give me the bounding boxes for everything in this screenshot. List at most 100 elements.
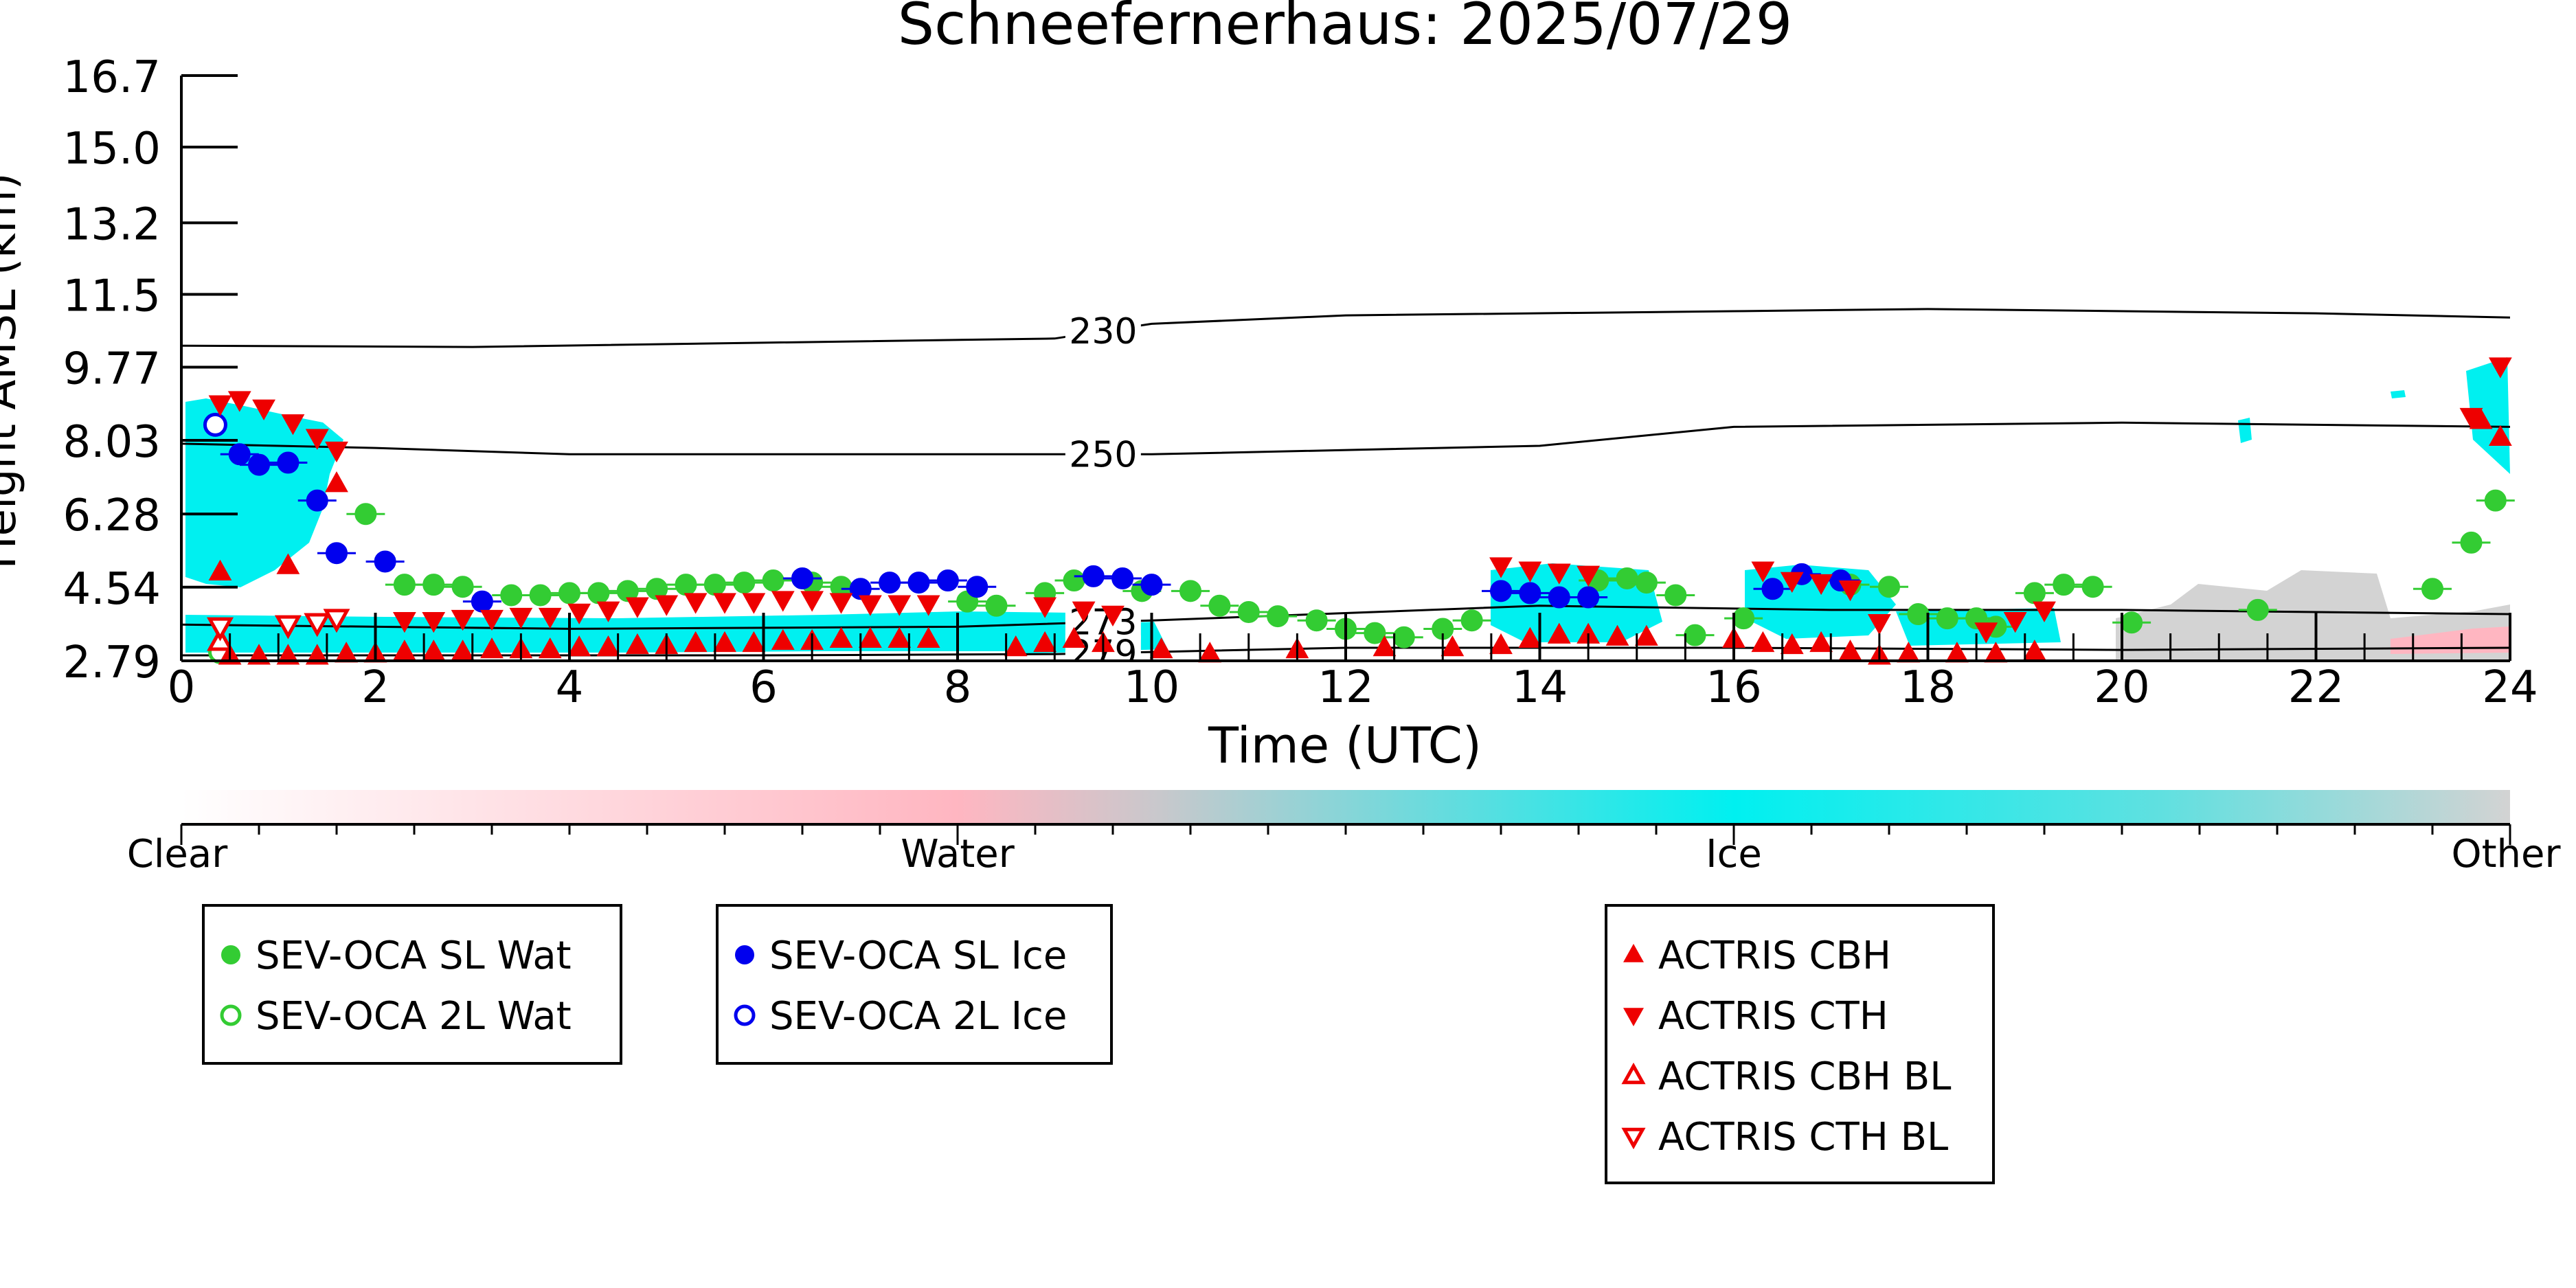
colorbar-label-other: Other bbox=[2451, 832, 2561, 877]
point-actris-cbh bbox=[742, 631, 766, 653]
point-actris-cth bbox=[858, 595, 882, 616]
point-actris-cth bbox=[451, 609, 475, 631]
point-actris-cbh bbox=[771, 629, 795, 651]
point-actris-cth bbox=[625, 597, 649, 618]
point-sev-oca-sl-wat bbox=[616, 580, 639, 602]
point-sev-oca-sl-wat bbox=[1732, 607, 1755, 630]
point-sev-oca-sl-ice bbox=[1519, 582, 1541, 605]
point-sev-oca-sl-wat bbox=[1936, 607, 1958, 630]
point-actris-cbh bbox=[1372, 635, 1397, 657]
point-actris-cth bbox=[1072, 601, 1096, 622]
point-actris-cth bbox=[2459, 407, 2483, 429]
legend-box bbox=[716, 904, 1113, 1065]
legend-entry: ACTRIS CBH bbox=[1658, 934, 1891, 978]
contour-label-bg bbox=[1065, 436, 1141, 473]
legend-entry: ACTRIS CTH BL bbox=[1658, 1115, 1948, 1160]
contour-label-bg bbox=[1065, 313, 1141, 350]
legend-entry: SEV-OCA SL Ice bbox=[769, 934, 1067, 978]
y-tick-label: 2.79 bbox=[63, 637, 161, 688]
point-actris-cbh bbox=[1440, 635, 1465, 657]
point-sev-oca-sl-wat bbox=[1063, 569, 1085, 592]
point-actris-cbh bbox=[1547, 622, 1571, 644]
x-tick-label: 18 bbox=[1900, 662, 1956, 713]
point-actris-cbh bbox=[247, 644, 271, 665]
x-tick-label: 10 bbox=[1124, 662, 1179, 713]
point-actris-cth bbox=[392, 611, 416, 633]
contour-label-230: 230 bbox=[1069, 311, 1137, 352]
x-tick-label: 24 bbox=[2482, 662, 2538, 713]
y-tick-label: 13.2 bbox=[63, 199, 161, 250]
point-actris-cbh bbox=[1062, 626, 1086, 648]
x-tick-label: 14 bbox=[1512, 662, 1568, 713]
point-actris-cth bbox=[509, 607, 533, 629]
point-actris-cbh bbox=[1198, 642, 1222, 663]
x-tick-label: 6 bbox=[749, 662, 778, 713]
point-actris-cth bbox=[596, 601, 620, 622]
point-sev-oca-sl-wat bbox=[1684, 624, 1706, 646]
point-actris-cth bbox=[2488, 357, 2512, 379]
point-sev-oca-sl-wat bbox=[1392, 626, 1415, 648]
contour-line-250 bbox=[181, 421, 2510, 455]
point-actris-cbh bbox=[1945, 642, 1969, 663]
point-actris-cbh bbox=[1489, 633, 1513, 655]
point-sev-oca-sl-wat bbox=[733, 572, 756, 594]
point-actris-cbh bbox=[683, 631, 708, 653]
point-actris-cbh bbox=[625, 633, 649, 655]
point-sev-oca-sl-ice bbox=[791, 567, 813, 589]
ice-mask-fleck-b bbox=[2391, 390, 2406, 398]
contour-line-230 bbox=[181, 308, 2510, 348]
y-tick-label: 15.0 bbox=[63, 124, 161, 174]
point-sev-oca-sl-wat bbox=[646, 578, 668, 600]
point-actris-cbh bbox=[916, 626, 940, 648]
point-actris-cth-bl bbox=[323, 609, 350, 633]
legends: SEV-OCA SL Wat SEV-OCA 2L Wat SEV-OCA SL I… bbox=[202, 904, 1995, 1184]
point-sev-oca-sl-wat bbox=[2081, 576, 2104, 598]
point-actris-cth bbox=[683, 593, 708, 614]
point-actris-cth bbox=[1751, 561, 1775, 583]
point-actris-cth bbox=[2033, 601, 2056, 622]
point-sev-oca-sl-wat bbox=[675, 574, 697, 596]
point-actris-cth bbox=[916, 595, 940, 616]
point-actris-cbh bbox=[1780, 633, 1804, 655]
point-actris-cbh bbox=[1809, 631, 1833, 653]
point-actris-cbh bbox=[1751, 631, 1775, 653]
legend-marker bbox=[1623, 943, 1645, 962]
data-markers bbox=[203, 357, 2515, 665]
point-sev-oca-sl-wat bbox=[1907, 603, 1930, 626]
point-sev-oca-sl-ice bbox=[374, 550, 396, 573]
point-actris-cth bbox=[252, 399, 275, 420]
point-actris-cth bbox=[1809, 574, 1833, 596]
point-sev-oca-sl-wat bbox=[1364, 622, 1386, 644]
colorbar-label-ice: Ice bbox=[1706, 832, 1762, 877]
point-actris-cth-bl bbox=[207, 617, 234, 642]
colorbar-label-water: Water bbox=[901, 832, 1015, 877]
point-actris-cbh bbox=[1634, 624, 1658, 646]
point-sev-oca-sl-wat bbox=[587, 582, 610, 605]
point-actris-cth bbox=[800, 591, 824, 612]
legend-marker bbox=[1623, 1008, 1645, 1027]
point-sev-oca-sl-wat bbox=[2484, 489, 2507, 512]
ice-mask-fleck-a bbox=[2238, 418, 2252, 443]
legend-entry: ACTRIS CTH bbox=[1658, 994, 1888, 1039]
point-sev-oca-sl-wat bbox=[2053, 574, 2075, 596]
legend-marker bbox=[1621, 1062, 1646, 1085]
point-actris-cth bbox=[655, 595, 679, 616]
point-actris-cbh bbox=[1838, 640, 1862, 661]
point-sev-oca-sl-wat bbox=[1305, 609, 1328, 632]
point-sev-oca-sl-wat bbox=[529, 584, 552, 607]
point-actris-cbh bbox=[480, 637, 504, 659]
point-actris-cth bbox=[1489, 557, 1513, 578]
point-actris-cbh bbox=[538, 637, 562, 659]
point-sev-oca-sl-wat bbox=[985, 594, 1008, 617]
legend-marker bbox=[1621, 1127, 1646, 1150]
point-sev-oca-sl-ice bbox=[1140, 574, 1163, 596]
point-actris-cbh bbox=[1149, 637, 1173, 659]
point-actris-cth bbox=[1101, 605, 1125, 627]
point-sev-oca-sl-ice bbox=[306, 489, 328, 512]
point-actris-cth bbox=[422, 611, 446, 633]
legend-marker bbox=[734, 1004, 756, 1026]
point-sev-oca-sl-wat bbox=[703, 574, 726, 596]
colorbar-label-clear: Clear bbox=[127, 832, 228, 877]
point-sev-oca-sl-ice bbox=[966, 576, 988, 598]
chart-title: Schneefernerhaus: 2025/07/29 bbox=[898, 0, 1793, 58]
